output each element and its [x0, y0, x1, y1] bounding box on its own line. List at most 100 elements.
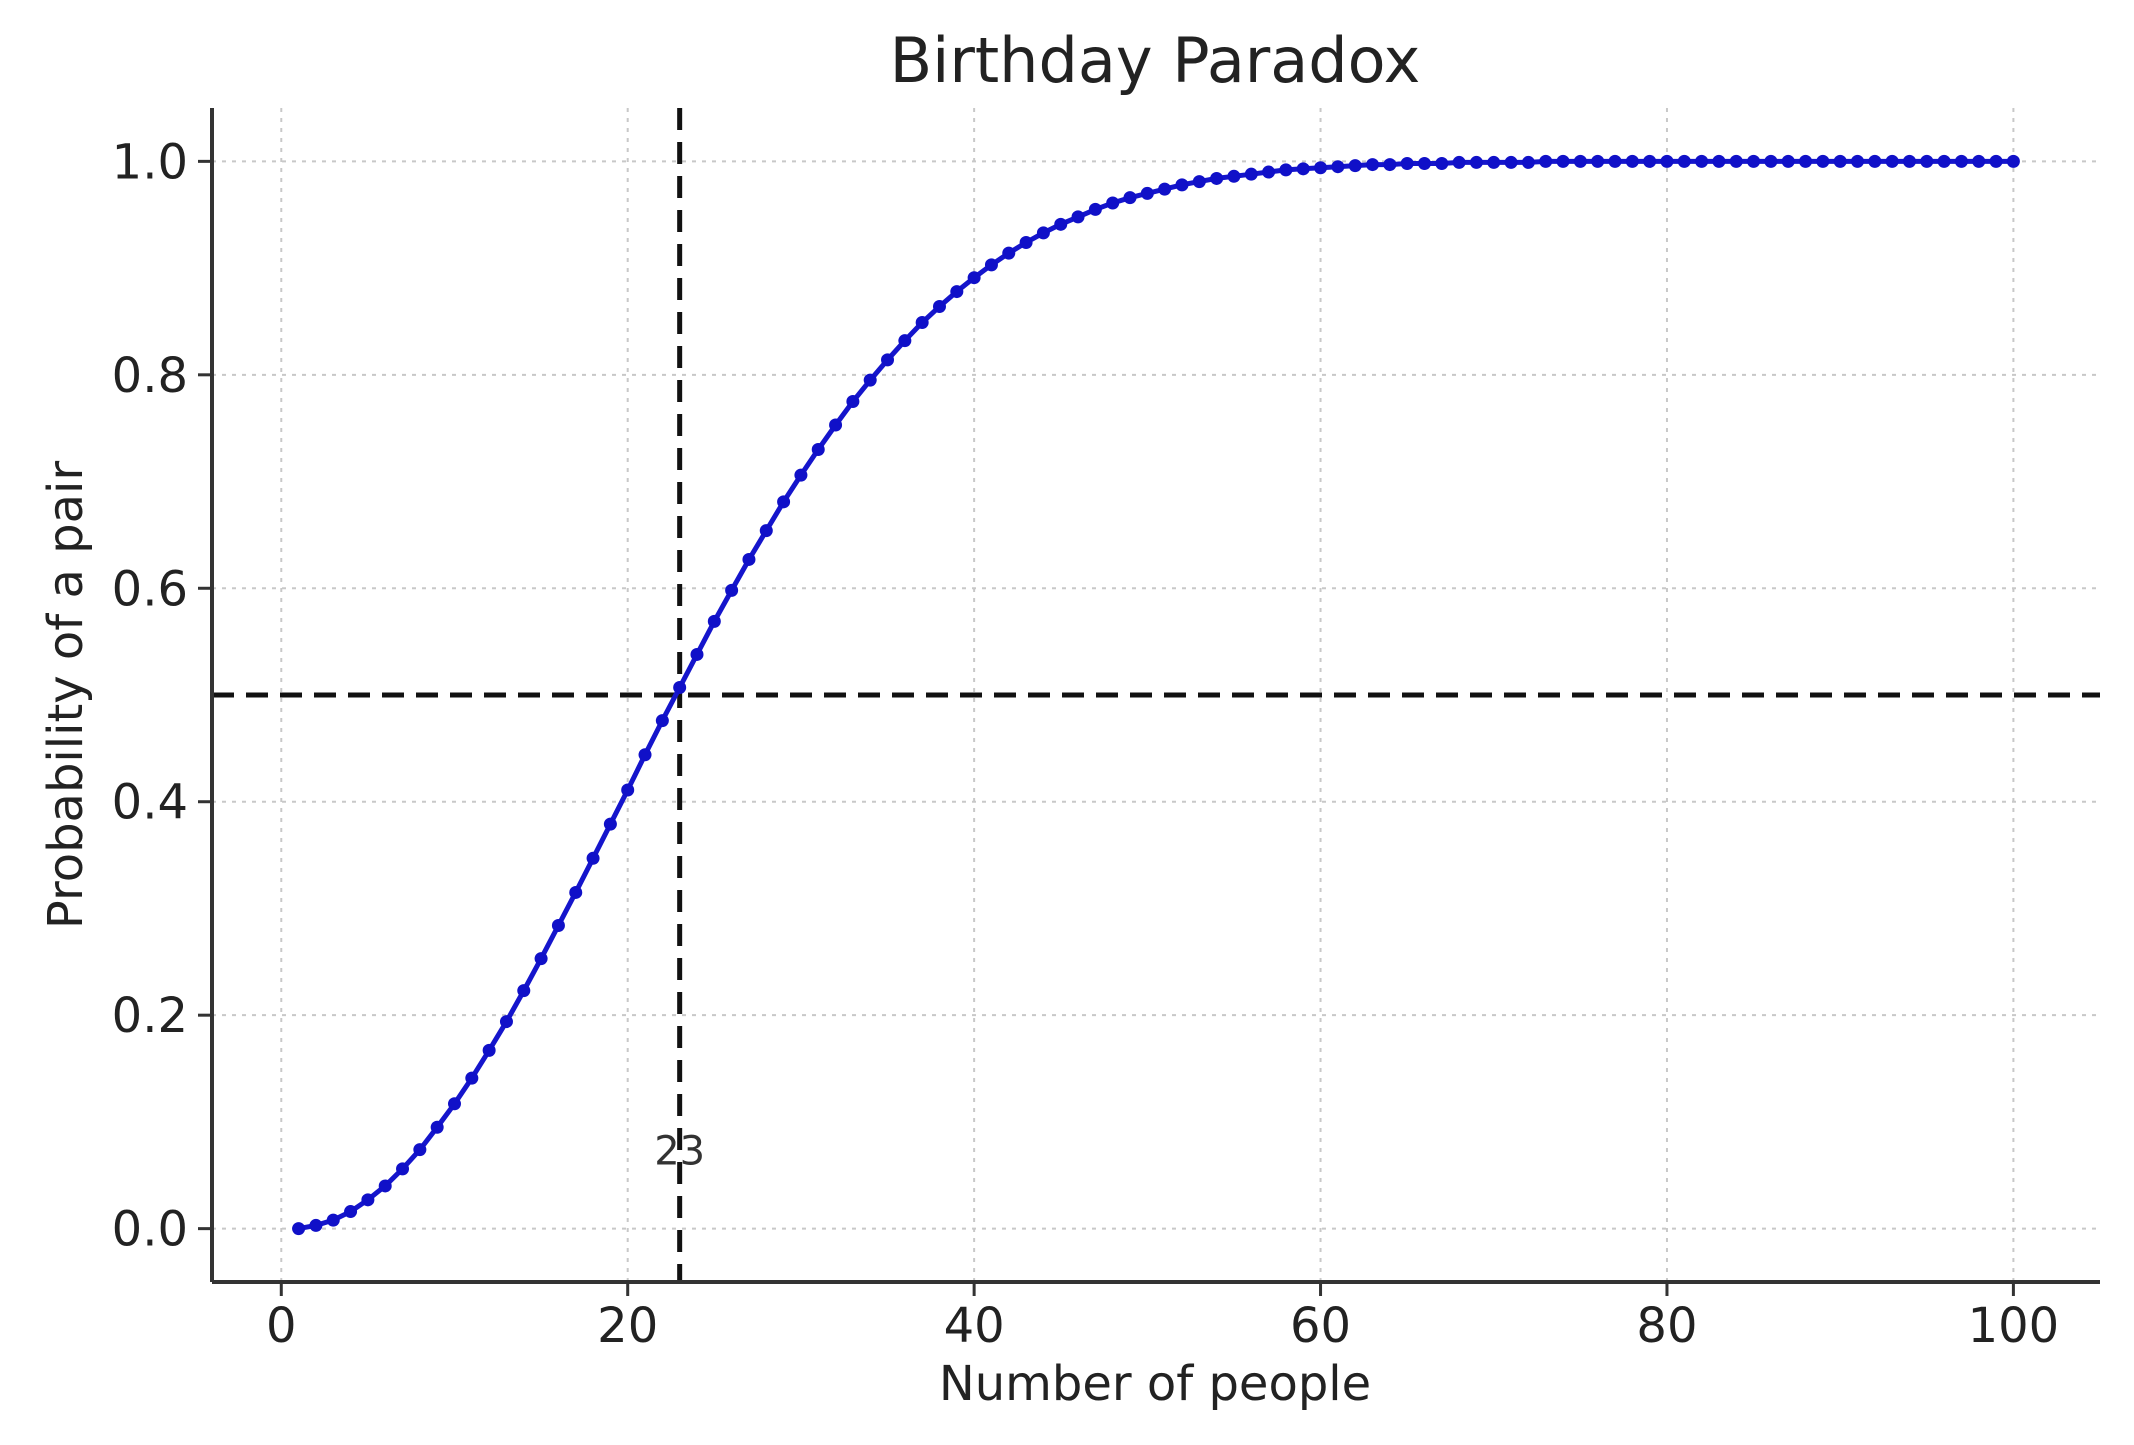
x-tick-label: 60 [1290, 1298, 1351, 1354]
data-point [1885, 154, 1899, 168]
data-point [1158, 182, 1172, 196]
data-point [447, 1097, 461, 1111]
data-point [413, 1143, 427, 1157]
data-point [1747, 154, 1761, 168]
data-point [1036, 226, 1050, 240]
data-point [1331, 160, 1345, 174]
data-point [309, 1218, 323, 1232]
data-point [655, 714, 669, 728]
data-point [1175, 178, 1189, 192]
data-point [690, 647, 704, 661]
y-tick-label: 0.8 [112, 348, 188, 404]
data-point [1573, 154, 1587, 168]
data-point [829, 418, 843, 432]
data-point [586, 851, 600, 865]
data-point [1348, 159, 1362, 173]
data-point [1799, 154, 1813, 168]
data-point [1019, 235, 1033, 249]
data-point [1140, 186, 1154, 200]
data-point [1002, 246, 1016, 260]
data-point [725, 583, 739, 597]
reference-lines [212, 108, 2100, 1282]
data-point [1088, 202, 1102, 216]
data-point [1262, 165, 1276, 179]
x-tick-label: 20 [597, 1298, 658, 1354]
data-point [881, 353, 895, 367]
data-point [1227, 169, 1241, 183]
y-tick-label: 0.6 [112, 561, 188, 617]
data-point [1556, 154, 1570, 168]
data-point [1244, 167, 1258, 181]
data-point [638, 748, 652, 762]
data-point [777, 495, 791, 509]
data-point [932, 300, 946, 314]
data-point [1417, 156, 1431, 170]
annotation-label: 23 [654, 1129, 705, 1175]
data-point [1954, 154, 1968, 168]
data-point [1210, 171, 1224, 185]
data-point [326, 1213, 340, 1227]
data-point [1469, 155, 1483, 169]
y-tick-label: 0.4 [112, 775, 188, 831]
data-point [1712, 154, 1726, 168]
x-axis-label: Number of people [939, 1356, 1371, 1412]
data-point [811, 443, 825, 457]
data-point [517, 984, 531, 998]
data-point [1625, 154, 1639, 168]
data-point [1608, 154, 1622, 168]
data-point [1487, 155, 1501, 169]
data-point [1314, 161, 1328, 175]
data-point [1591, 154, 1605, 168]
data-point [1452, 155, 1466, 169]
data-point [1279, 163, 1293, 177]
x-tick-label: 100 [1968, 1298, 2060, 1354]
x-tick-label: 40 [944, 1298, 1005, 1354]
data-point [1851, 154, 1865, 168]
data-point [361, 1193, 375, 1207]
data-point [673, 681, 687, 695]
x-axis-ticks: 0 20 40 60 80 100 [266, 1282, 2059, 1354]
x-tick-label: 0 [266, 1298, 297, 1354]
data-point [1539, 154, 1553, 168]
data-point [1781, 154, 1795, 168]
data-point [1054, 217, 1068, 231]
data-point [1833, 154, 1847, 168]
data-point [1989, 154, 2003, 168]
data-point [569, 885, 583, 899]
data-point [1123, 191, 1137, 205]
data-point [1071, 210, 1085, 224]
data-point [1660, 154, 1674, 168]
y-tick-label: 1.0 [112, 134, 188, 190]
data-point [378, 1179, 392, 1193]
y-tick-label: 0.2 [112, 988, 188, 1044]
data-point [1920, 154, 1934, 168]
data-point [1192, 175, 1206, 189]
data-point [950, 285, 964, 299]
data-point [1902, 154, 1916, 168]
data-point [984, 258, 998, 272]
y-tick-label: 0.0 [112, 1202, 188, 1258]
data-point [707, 614, 721, 628]
data-point [1764, 154, 1778, 168]
data-point [1366, 158, 1380, 172]
y-axis-ticks: 0.0 0.2 0.4 0.6 0.8 1.0 [112, 134, 212, 1258]
data-point [863, 373, 877, 387]
data-point [1937, 154, 1951, 168]
data-point [1383, 158, 1397, 172]
data-point [1504, 155, 1518, 169]
data-point [499, 1015, 513, 1029]
data-point [759, 524, 773, 538]
data-point [344, 1205, 358, 1219]
data-point [1106, 196, 1120, 210]
data-point [482, 1043, 496, 1057]
data-point [534, 952, 548, 966]
data-point [603, 817, 617, 831]
data-point [621, 783, 635, 797]
chart-title: Birthday Paradox [890, 24, 1421, 97]
data-point [1816, 154, 1830, 168]
data-point [430, 1120, 444, 1134]
data-point [1729, 154, 1743, 168]
data-point [1400, 156, 1414, 170]
axes-spines [210, 108, 2100, 1284]
